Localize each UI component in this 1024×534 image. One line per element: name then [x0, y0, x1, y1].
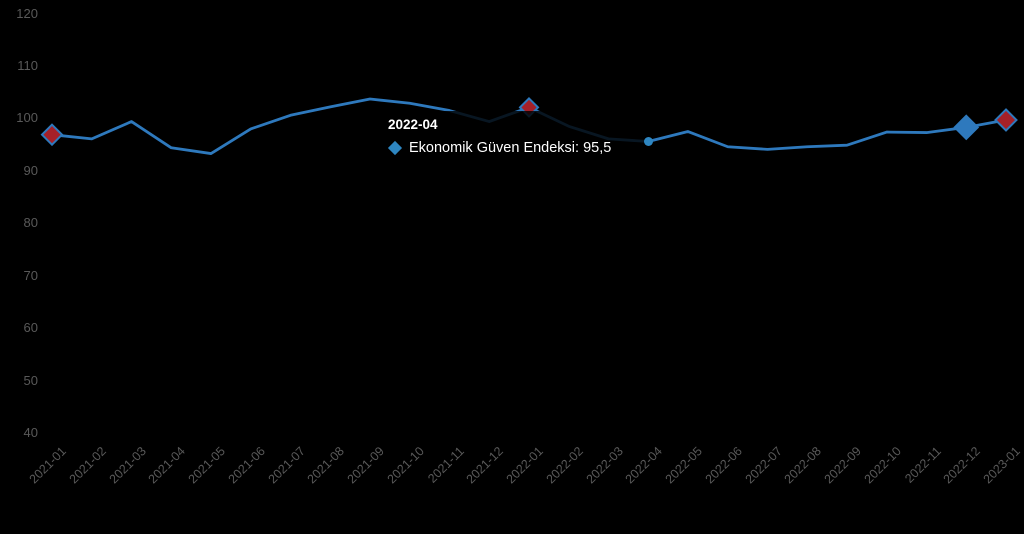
y-axis-tick-label: 70: [23, 267, 38, 283]
tooltip-date: 2022-04: [388, 117, 438, 132]
y-axis-tick-label: 110: [17, 57, 38, 73]
y-axis-tick-label: 50: [23, 372, 38, 388]
series-diamond-icon: [387, 140, 403, 156]
y-axis-tick-label: 120: [16, 5, 38, 21]
y-axis-tick-label: 60: [23, 320, 38, 336]
marker-diamond-2022-12[interactable]: [953, 114, 980, 141]
tooltip-series-value: Ekonomik Güven Endeksi: 95,5: [409, 140, 612, 156]
hovered-point-2022-04[interactable]: [643, 137, 653, 146]
tooltip: 2022-04 Ekonomik Güven Endeksi: 95,5: [378, 111, 646, 170]
marker-diamond-2023-01[interactable]: [994, 108, 1018, 132]
marker-diamond-2021-01[interactable]: [40, 123, 64, 147]
y-axis-tick-label: 100: [16, 110, 38, 126]
y-axis-tick-label: 40: [23, 425, 38, 441]
y-axis-tick-label: 90: [23, 162, 38, 178]
y-axis-tick-label: 80: [23, 215, 38, 231]
